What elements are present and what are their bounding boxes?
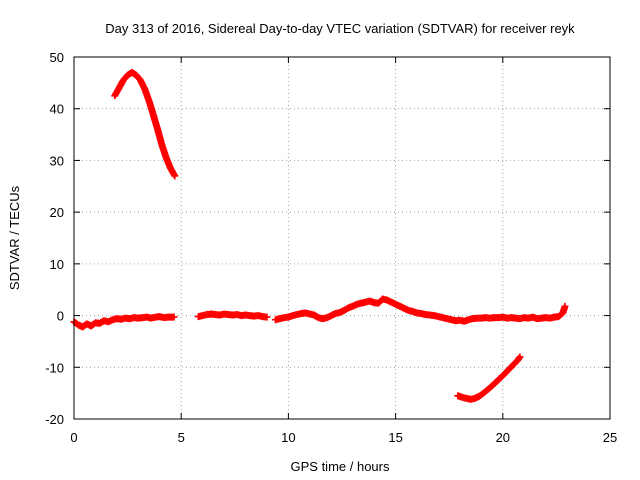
- y-tick-label: 0: [57, 309, 64, 324]
- x-tick-label: 0: [70, 430, 77, 445]
- series-lower-arc: [454, 353, 524, 403]
- y-axis-label: SDTVAR / TECUs: [7, 185, 22, 290]
- y-tick-label: 30: [50, 153, 64, 168]
- x-tick-label: 15: [388, 430, 402, 445]
- series-upper-arc: [111, 69, 179, 180]
- data-point: [516, 353, 524, 361]
- x-axis-label: GPS time / hours: [291, 459, 390, 474]
- grid-lines: [74, 57, 610, 419]
- data-marks: [70, 69, 569, 403]
- data-point: [263, 313, 271, 321]
- y-tick-label: 50: [50, 50, 64, 65]
- data-point: [561, 302, 569, 310]
- x-tick-label: 5: [178, 430, 185, 445]
- y-tick-label: 20: [50, 205, 64, 220]
- y-tick-label: -20: [45, 412, 64, 427]
- chart-title: Day 313 of 2016, Sidereal Day-to-day VTE…: [105, 21, 575, 36]
- data-point: [170, 313, 178, 321]
- y-tick-label: 40: [50, 102, 64, 117]
- plot-frame: [73, 56, 611, 420]
- y-tick-label: 10: [50, 257, 64, 272]
- x-tick-label: 25: [603, 430, 617, 445]
- y-tick-label: -10: [45, 360, 64, 375]
- x-tick-label: 20: [496, 430, 510, 445]
- axis-ticks: 0 5 10 15 20 25 -20 -10 0 10 20 30 40 50: [45, 50, 617, 445]
- data-point: [171, 172, 179, 180]
- series-main-trace: [70, 295, 569, 331]
- x-tick-label: 10: [281, 430, 295, 445]
